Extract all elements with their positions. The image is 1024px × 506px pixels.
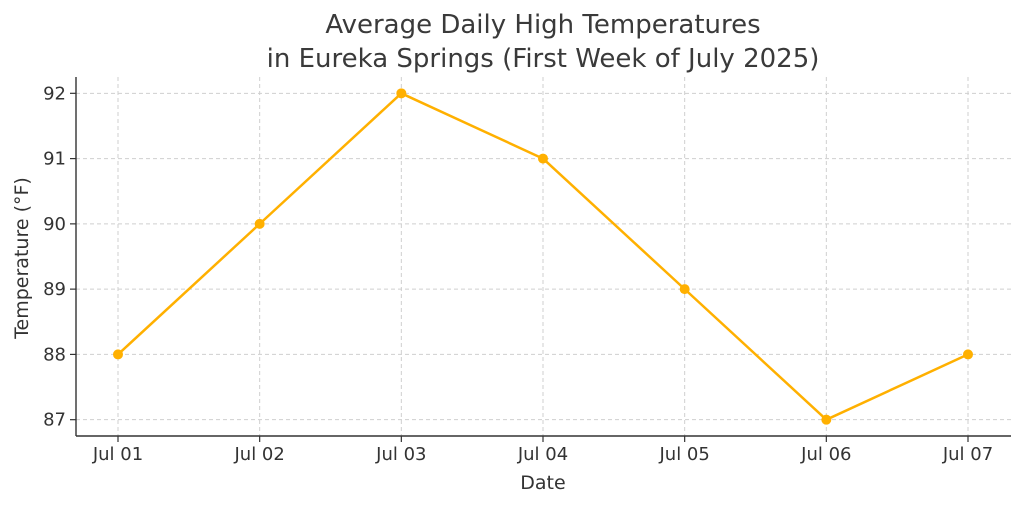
y-tick-label: 88 — [43, 344, 66, 365]
y-axis-label: Temperature (°F) — [11, 177, 33, 340]
axis-layer — [75, 77, 1011, 437]
data-point — [679, 284, 690, 295]
data-point — [396, 88, 407, 99]
y-tick-label: 90 — [43, 214, 66, 235]
x-tick-label: Jul 07 — [942, 444, 993, 465]
y-tick-label: 89 — [43, 279, 66, 300]
data-point — [538, 153, 548, 164]
data-point — [254, 218, 265, 229]
y-tick-label: 92 — [43, 83, 66, 104]
chart-title-line-2: in Eureka Springs (First Week of July 20… — [267, 44, 820, 74]
x-axis-label: Date — [520, 472, 565, 494]
x-tick-label: Jul 02 — [233, 444, 284, 465]
y-tick-label: 87 — [43, 410, 66, 431]
data-point — [821, 414, 832, 425]
data-point — [963, 349, 973, 360]
grid-layer — [76, 77, 1011, 436]
series-layer — [113, 88, 973, 425]
chart-title-line-1: Average Daily High Temperatures — [325, 10, 760, 40]
x-tick-label: Jul 04 — [517, 444, 568, 465]
tick-layer: Jul 01 Jul 02 Jul 03 Jul 04 Jul 05 Jul 06 Jul … — [43, 83, 993, 465]
x-tick-label: Jul 01 — [92, 444, 143, 465]
x-tick-label: Jul 05 — [658, 444, 709, 465]
x-tick-label: Jul 03 — [375, 444, 426, 465]
data-point — [113, 349, 123, 360]
chart-title: Average Daily High Temperatures in Eurek… — [267, 10, 820, 74]
y-tick-label: 91 — [43, 149, 66, 170]
x-tick-label: Jul 06 — [800, 444, 851, 465]
